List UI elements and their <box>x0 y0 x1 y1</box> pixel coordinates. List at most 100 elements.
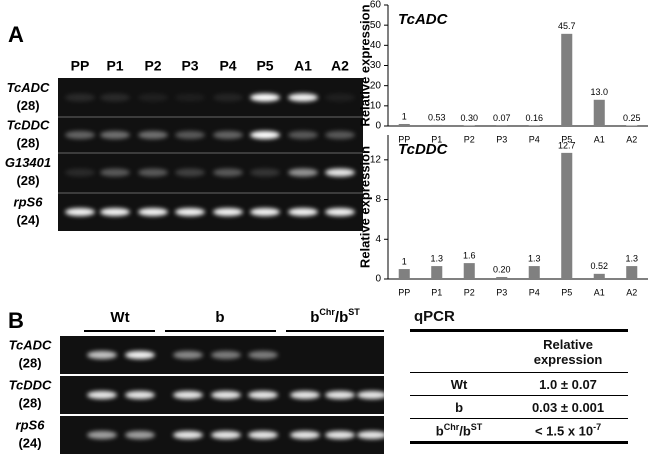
table-cell: < 1.5 x 10-7 <box>508 417 628 443</box>
gel-band <box>250 208 280 216</box>
gel-band <box>175 131 205 139</box>
lane-label: P4 <box>219 58 236 74</box>
gel-band <box>100 168 130 177</box>
cycle-label: (28) <box>18 395 41 410</box>
bar <box>431 266 443 279</box>
gel-band <box>211 391 241 399</box>
bar <box>431 124 443 126</box>
text-segment: 0.03 ± 0.001 <box>531 399 605 415</box>
value-label: 0.20 <box>493 264 511 274</box>
gel-band <box>125 351 155 359</box>
cycle-label: (24) <box>16 212 39 227</box>
lane-label: P3 <box>181 58 198 74</box>
gel-band <box>290 431 320 439</box>
gel-band <box>173 431 203 439</box>
qpcr-table: qPCR Relative expression Wt 1.0 ± 0.07 b 0.… <box>410 308 628 445</box>
bar <box>593 273 605 279</box>
gel-band <box>125 391 155 399</box>
y-tick-label: 4 <box>375 234 381 245</box>
gel-band <box>87 391 117 399</box>
x-tick-label: P2 <box>464 287 475 297</box>
x-tick-label: P4 <box>529 134 540 144</box>
gel-band <box>357 431 387 439</box>
gel-band <box>87 351 117 359</box>
x-tick-label: P3 <box>496 287 507 297</box>
x-tick-label: A1 <box>594 287 605 297</box>
value-label: 1 <box>402 111 407 121</box>
gel-band <box>250 93 280 102</box>
superscript: Chr <box>443 422 460 432</box>
panel-label: B <box>8 308 24 333</box>
bar <box>463 263 475 279</box>
gel-band <box>248 431 278 439</box>
value-label: 0.30 <box>460 113 478 123</box>
gel-gap <box>60 414 384 416</box>
table-title: qPCR <box>414 308 455 325</box>
gel-gap <box>60 374 384 376</box>
gel-band <box>125 431 155 439</box>
value-label: 0.07 <box>493 113 511 123</box>
x-tick-label: A1 <box>594 134 605 144</box>
lane-label: P5 <box>256 58 273 74</box>
table: Relative expression Wt 1.0 ± 0.07 b 0.03 ± … <box>410 329 628 445</box>
cycle-label: (28) <box>16 135 39 150</box>
text-segment: 1.0 ± 0.07 <box>539 376 597 392</box>
gel-band <box>175 208 205 216</box>
gel-band <box>211 431 241 439</box>
gene-label: TcADC <box>7 80 50 95</box>
y-tick-label: 0 <box>375 121 381 132</box>
group-label: Wt <box>110 309 129 326</box>
x-tick-label: P5 <box>561 134 572 144</box>
gel-band <box>138 93 168 102</box>
x-tick-label: P1 <box>431 134 442 144</box>
gel-band <box>175 168 205 177</box>
table-cell: bChr/bST <box>410 417 509 443</box>
gel-band <box>65 93 95 102</box>
gel-band <box>213 208 243 216</box>
gel-band <box>288 208 318 216</box>
gel-band <box>325 431 355 439</box>
x-tick-label: PP <box>398 287 410 297</box>
x-tick-label: A2 <box>626 134 637 144</box>
y-axis-label: Relative expression <box>357 4 372 126</box>
chart-title: TcDDC <box>398 141 449 158</box>
bar <box>626 125 638 126</box>
x-tick-label: P2 <box>464 134 475 144</box>
table-cell: b <box>410 395 509 419</box>
superscript: -7 <box>593 422 602 432</box>
gel-band <box>65 168 95 177</box>
gel-band <box>325 391 355 399</box>
group-label: b <box>215 309 224 326</box>
cycle-label: (28) <box>16 98 39 113</box>
bar <box>593 99 605 126</box>
y-tick-label: 8 <box>375 194 381 205</box>
gel-band <box>138 208 168 216</box>
gel-band <box>288 93 318 102</box>
table-row: b 0.03 ± 0.001 <box>410 395 628 419</box>
text-segment: b <box>455 399 464 415</box>
value-label: 1.6 <box>463 250 476 260</box>
bar <box>398 123 410 126</box>
y-tick-label: 40 <box>370 40 382 51</box>
gel-band <box>138 131 168 139</box>
gel-band <box>213 168 243 177</box>
gel-band <box>288 131 318 139</box>
bar <box>528 266 540 279</box>
gene-label: G13401 <box>5 155 51 170</box>
group-label: bChr/bST <box>310 307 360 326</box>
cycle-label: (28) <box>16 173 39 188</box>
gel-band <box>173 391 203 399</box>
y-tick-label: 12 <box>370 154 382 165</box>
value-label: 1 <box>402 256 407 266</box>
y-tick-label: 10 <box>370 100 382 111</box>
value-label: 0.53 <box>428 112 446 122</box>
lane-label: PP <box>71 58 90 74</box>
text-segment: Wt <box>110 309 129 326</box>
value-label: 0.25 <box>623 113 641 123</box>
gel-band <box>175 93 205 102</box>
bar <box>496 277 508 279</box>
text-segment: b <box>435 423 444 439</box>
gel-band <box>325 168 355 177</box>
